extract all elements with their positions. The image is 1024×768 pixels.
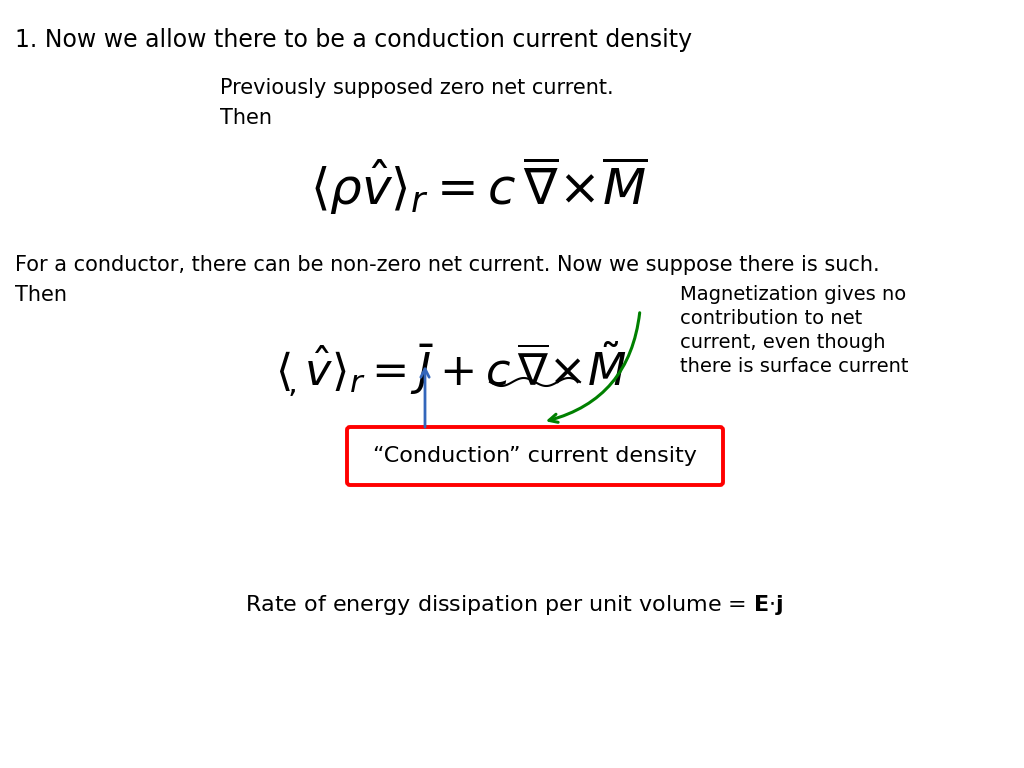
- Text: there is surface current: there is surface current: [680, 357, 908, 376]
- Text: Rate of energy dissipation per unit volume = $\mathbf{E}$$\cdot$$\mathbf{j}$: Rate of energy dissipation per unit volu…: [245, 593, 783, 617]
- Text: current, even though: current, even though: [680, 333, 886, 352]
- FancyBboxPatch shape: [347, 427, 723, 485]
- Text: 1. Now we allow there to be a conduction current density: 1. Now we allow there to be a conduction…: [15, 28, 692, 52]
- Text: “Conduction” current density: “Conduction” current density: [373, 446, 697, 466]
- Text: Magnetization gives no: Magnetization gives no: [680, 285, 906, 304]
- Text: Previously supposed zero net current.: Previously supposed zero net current.: [220, 78, 613, 98]
- Text: $\langle_{\!,}\hat{v}\rangle_r = \bar{J} + c\,\overline{\nabla}\!\times\!\tilde{: $\langle_{\!,}\hat{v}\rangle_r = \bar{J}…: [275, 340, 627, 400]
- Text: For a conductor, there can be non-zero net current. Now we suppose there is such: For a conductor, there can be non-zero n…: [15, 255, 880, 275]
- Text: $\langle\rho\hat{v}\rangle_r = c\,\overline{\nabla}\!\times\!\overline{M}$: $\langle\rho\hat{v}\rangle_r = c\,\overl…: [310, 155, 647, 217]
- Text: Then: Then: [220, 108, 272, 128]
- Text: Then: Then: [15, 285, 67, 305]
- Text: contribution to net: contribution to net: [680, 309, 862, 328]
